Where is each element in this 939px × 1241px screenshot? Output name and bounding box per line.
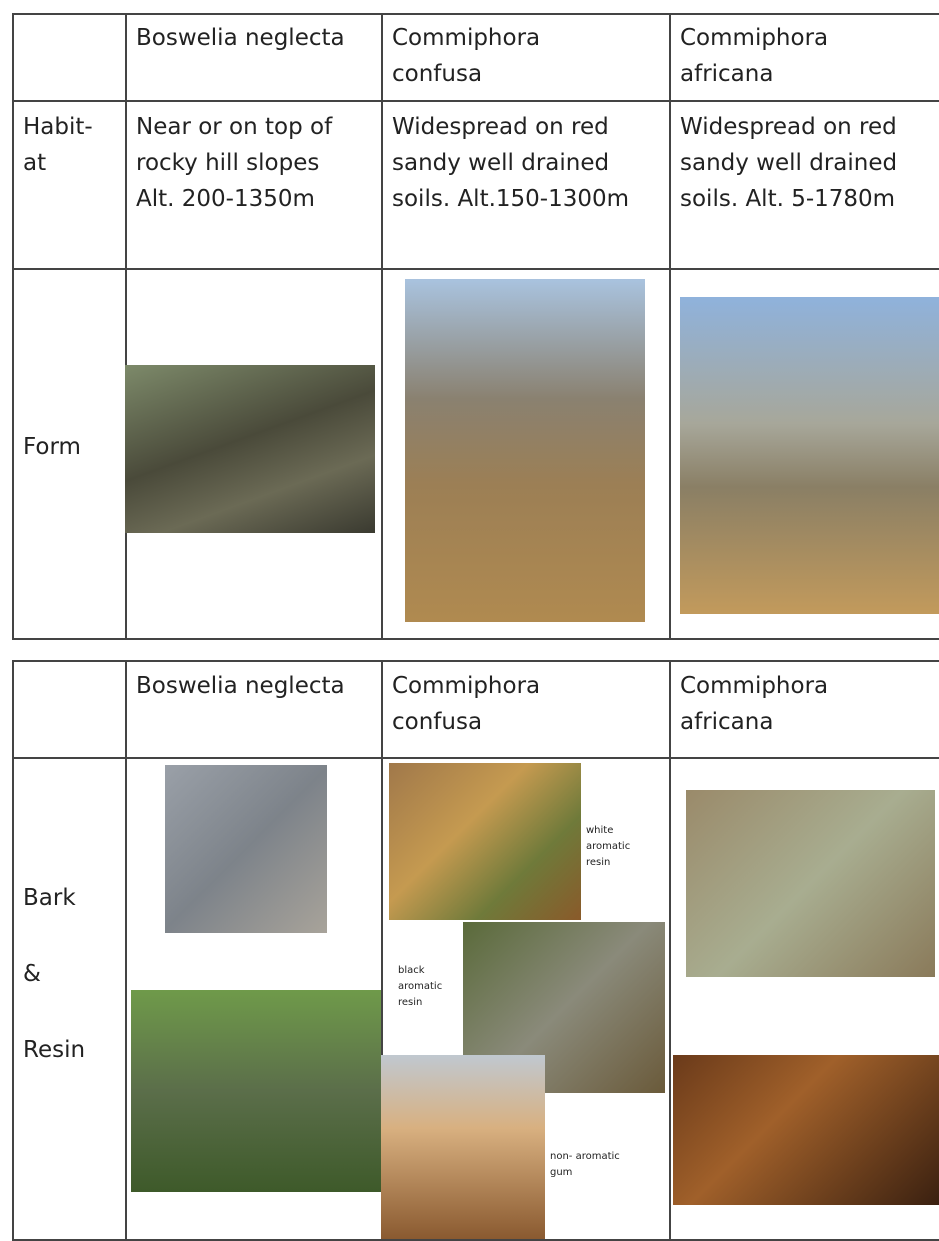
rule (125, 660, 127, 1239)
cell-text: Near or on top of (136, 114, 333, 140)
photo (381, 1055, 545, 1239)
photo (405, 279, 645, 622)
column-header: africana (680, 61, 774, 87)
rule (12, 268, 939, 270)
rule (12, 13, 14, 638)
cell-text: sandy well drained (392, 150, 610, 176)
photo (131, 990, 381, 1192)
column-header: confusa (392, 709, 483, 735)
rule (381, 660, 383, 1239)
column-header: africana (680, 709, 774, 735)
column-header: Boswelia neglecta (136, 673, 345, 699)
rule (12, 757, 939, 759)
rule (669, 13, 671, 638)
cell-text: Alt. 200-1350m (136, 186, 315, 212)
photo (686, 790, 935, 977)
column-header: Commiphora (392, 25, 541, 51)
cell-text: sandy well drained (680, 150, 898, 176)
annotation: resin (586, 857, 611, 868)
cell-text: soils. Alt. 5-1780m (680, 186, 896, 212)
photo (673, 1055, 939, 1205)
row-label: & (23, 961, 41, 987)
annotation: resin (398, 997, 423, 1008)
rule (12, 660, 939, 662)
cell-text: Widespread on red (392, 114, 609, 140)
column-header: Commiphora (680, 25, 829, 51)
column-header: Commiphora (680, 673, 829, 699)
row-label: Habit- (23, 114, 93, 140)
photo (680, 297, 939, 614)
rule (12, 638, 939, 640)
photo (165, 765, 327, 933)
rule (12, 100, 939, 102)
annotation: gum (550, 1167, 573, 1178)
photo (389, 763, 581, 920)
cell-text: rocky hill slopes (136, 150, 320, 176)
annotation: aromatic (398, 981, 443, 992)
cell-text: soils. Alt.150-1300m (392, 186, 630, 212)
rule (125, 13, 127, 638)
row-label: Bark (23, 885, 76, 911)
annotation: black (398, 965, 425, 976)
rule (381, 13, 383, 638)
rule (12, 660, 14, 1239)
column-header: Commiphora (392, 673, 541, 699)
annotation: white (586, 825, 614, 836)
row-label: at (23, 150, 47, 176)
row-label: Resin (23, 1037, 86, 1063)
column-header: confusa (392, 61, 483, 87)
rule (669, 660, 671, 1239)
column-header: Boswelia neglecta (136, 25, 345, 51)
annotation: aromatic (586, 841, 631, 852)
cell-text: Widespread on red (680, 114, 897, 140)
rule (12, 13, 939, 15)
photo (125, 365, 375, 533)
annotation: non- aromatic (550, 1151, 620, 1162)
row-label: Form (23, 434, 81, 460)
